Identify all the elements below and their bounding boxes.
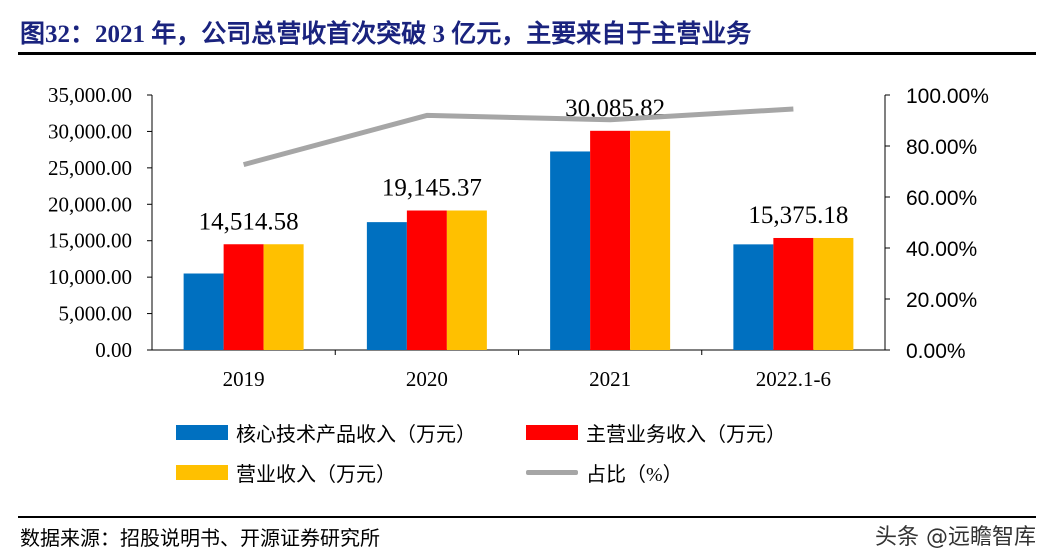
legend-swatch-red <box>526 425 578 440</box>
left-tick-label: 5,000.00 <box>59 302 133 326</box>
legend-label: 占比（%） <box>586 464 683 486</box>
right-tick-label: 0.00% <box>906 340 966 363</box>
left-tick-label: 20,000.00 <box>48 192 132 216</box>
legend-swatch-yellow <box>176 465 228 480</box>
bar-2019-series-0 <box>183 273 224 350</box>
left-tick-label: 25,000.00 <box>48 156 132 180</box>
chart: 0.00 5,000.00 10,000.00 15,000.00 20,000.00 2… <box>48 83 989 391</box>
bar-2022.1-6-series-2 <box>813 237 854 350</box>
x-tick-label: 2022.1-6 <box>756 367 831 391</box>
left-tick-label: 15,000.00 <box>48 229 132 253</box>
right-tick-label: 100.00% <box>906 85 989 108</box>
bar-2020-series-1 <box>406 210 447 350</box>
legend-item-main-business: 主营业务收入（万元） <box>526 418 786 447</box>
legend-item-core-tech: 核心技术产品收入（万元） <box>176 418 476 447</box>
figure-title: 图32：2021 年，公司总营收首次突破 3 亿元，主要来自于主营业务 <box>20 21 752 48</box>
x-tick-label: 2020 <box>406 367 448 391</box>
legend-swatch-blue <box>176 425 228 440</box>
bar-2019-series-1 <box>223 244 264 350</box>
legend-line-gray <box>526 470 578 475</box>
bar-2019-series-2 <box>263 244 304 350</box>
legend-item-operating-revenue: 营业收入（万元） <box>176 458 396 487</box>
data-label: 19,145.37 <box>382 175 482 202</box>
legend-label: 营业收入（万元） <box>236 464 396 486</box>
legend-label: 核心技术产品收入（万元） <box>236 424 476 446</box>
bar-2021-series-2 <box>630 130 671 350</box>
source-note: 数据来源：招股说明书、开源证券研究所 <box>20 528 380 550</box>
x-tick-label: 2021 <box>589 367 631 391</box>
data-label: 14,514.58 <box>199 208 299 235</box>
right-tick-label: 80.00% <box>906 136 977 159</box>
right-tick-label: 40.00% <box>906 238 977 261</box>
watermark: 头条 @远瞻智库 <box>875 525 1036 550</box>
bar-2022.1-6-series-0 <box>733 244 774 350</box>
ratio-line <box>242 106 794 168</box>
data-label: 15,375.18 <box>748 202 848 229</box>
left-tick-label: 35,000.00 <box>48 83 132 107</box>
bar-2022.1-6-series-1 <box>773 237 814 350</box>
bar-2021-series-1 <box>590 130 631 350</box>
bar-2020-series-2 <box>446 210 487 350</box>
bottom-rule <box>18 516 1036 518</box>
legend-item-ratio: 占比（%） <box>526 458 683 487</box>
right-tick-label: 20.00% <box>906 289 977 312</box>
right-tick-label: 60.00% <box>906 187 977 210</box>
x-tick-label: 2019 <box>223 367 265 391</box>
left-tick-label: 30,000.00 <box>48 119 132 143</box>
left-tick-label: 0.00 <box>95 338 132 362</box>
left-tick-label: 10,000.00 <box>48 265 132 289</box>
top-rule <box>18 52 1036 55</box>
bar-2021-series-0 <box>550 151 591 350</box>
bar-2020-series-0 <box>366 222 407 350</box>
legend-label: 主营业务收入（万元） <box>586 424 786 446</box>
